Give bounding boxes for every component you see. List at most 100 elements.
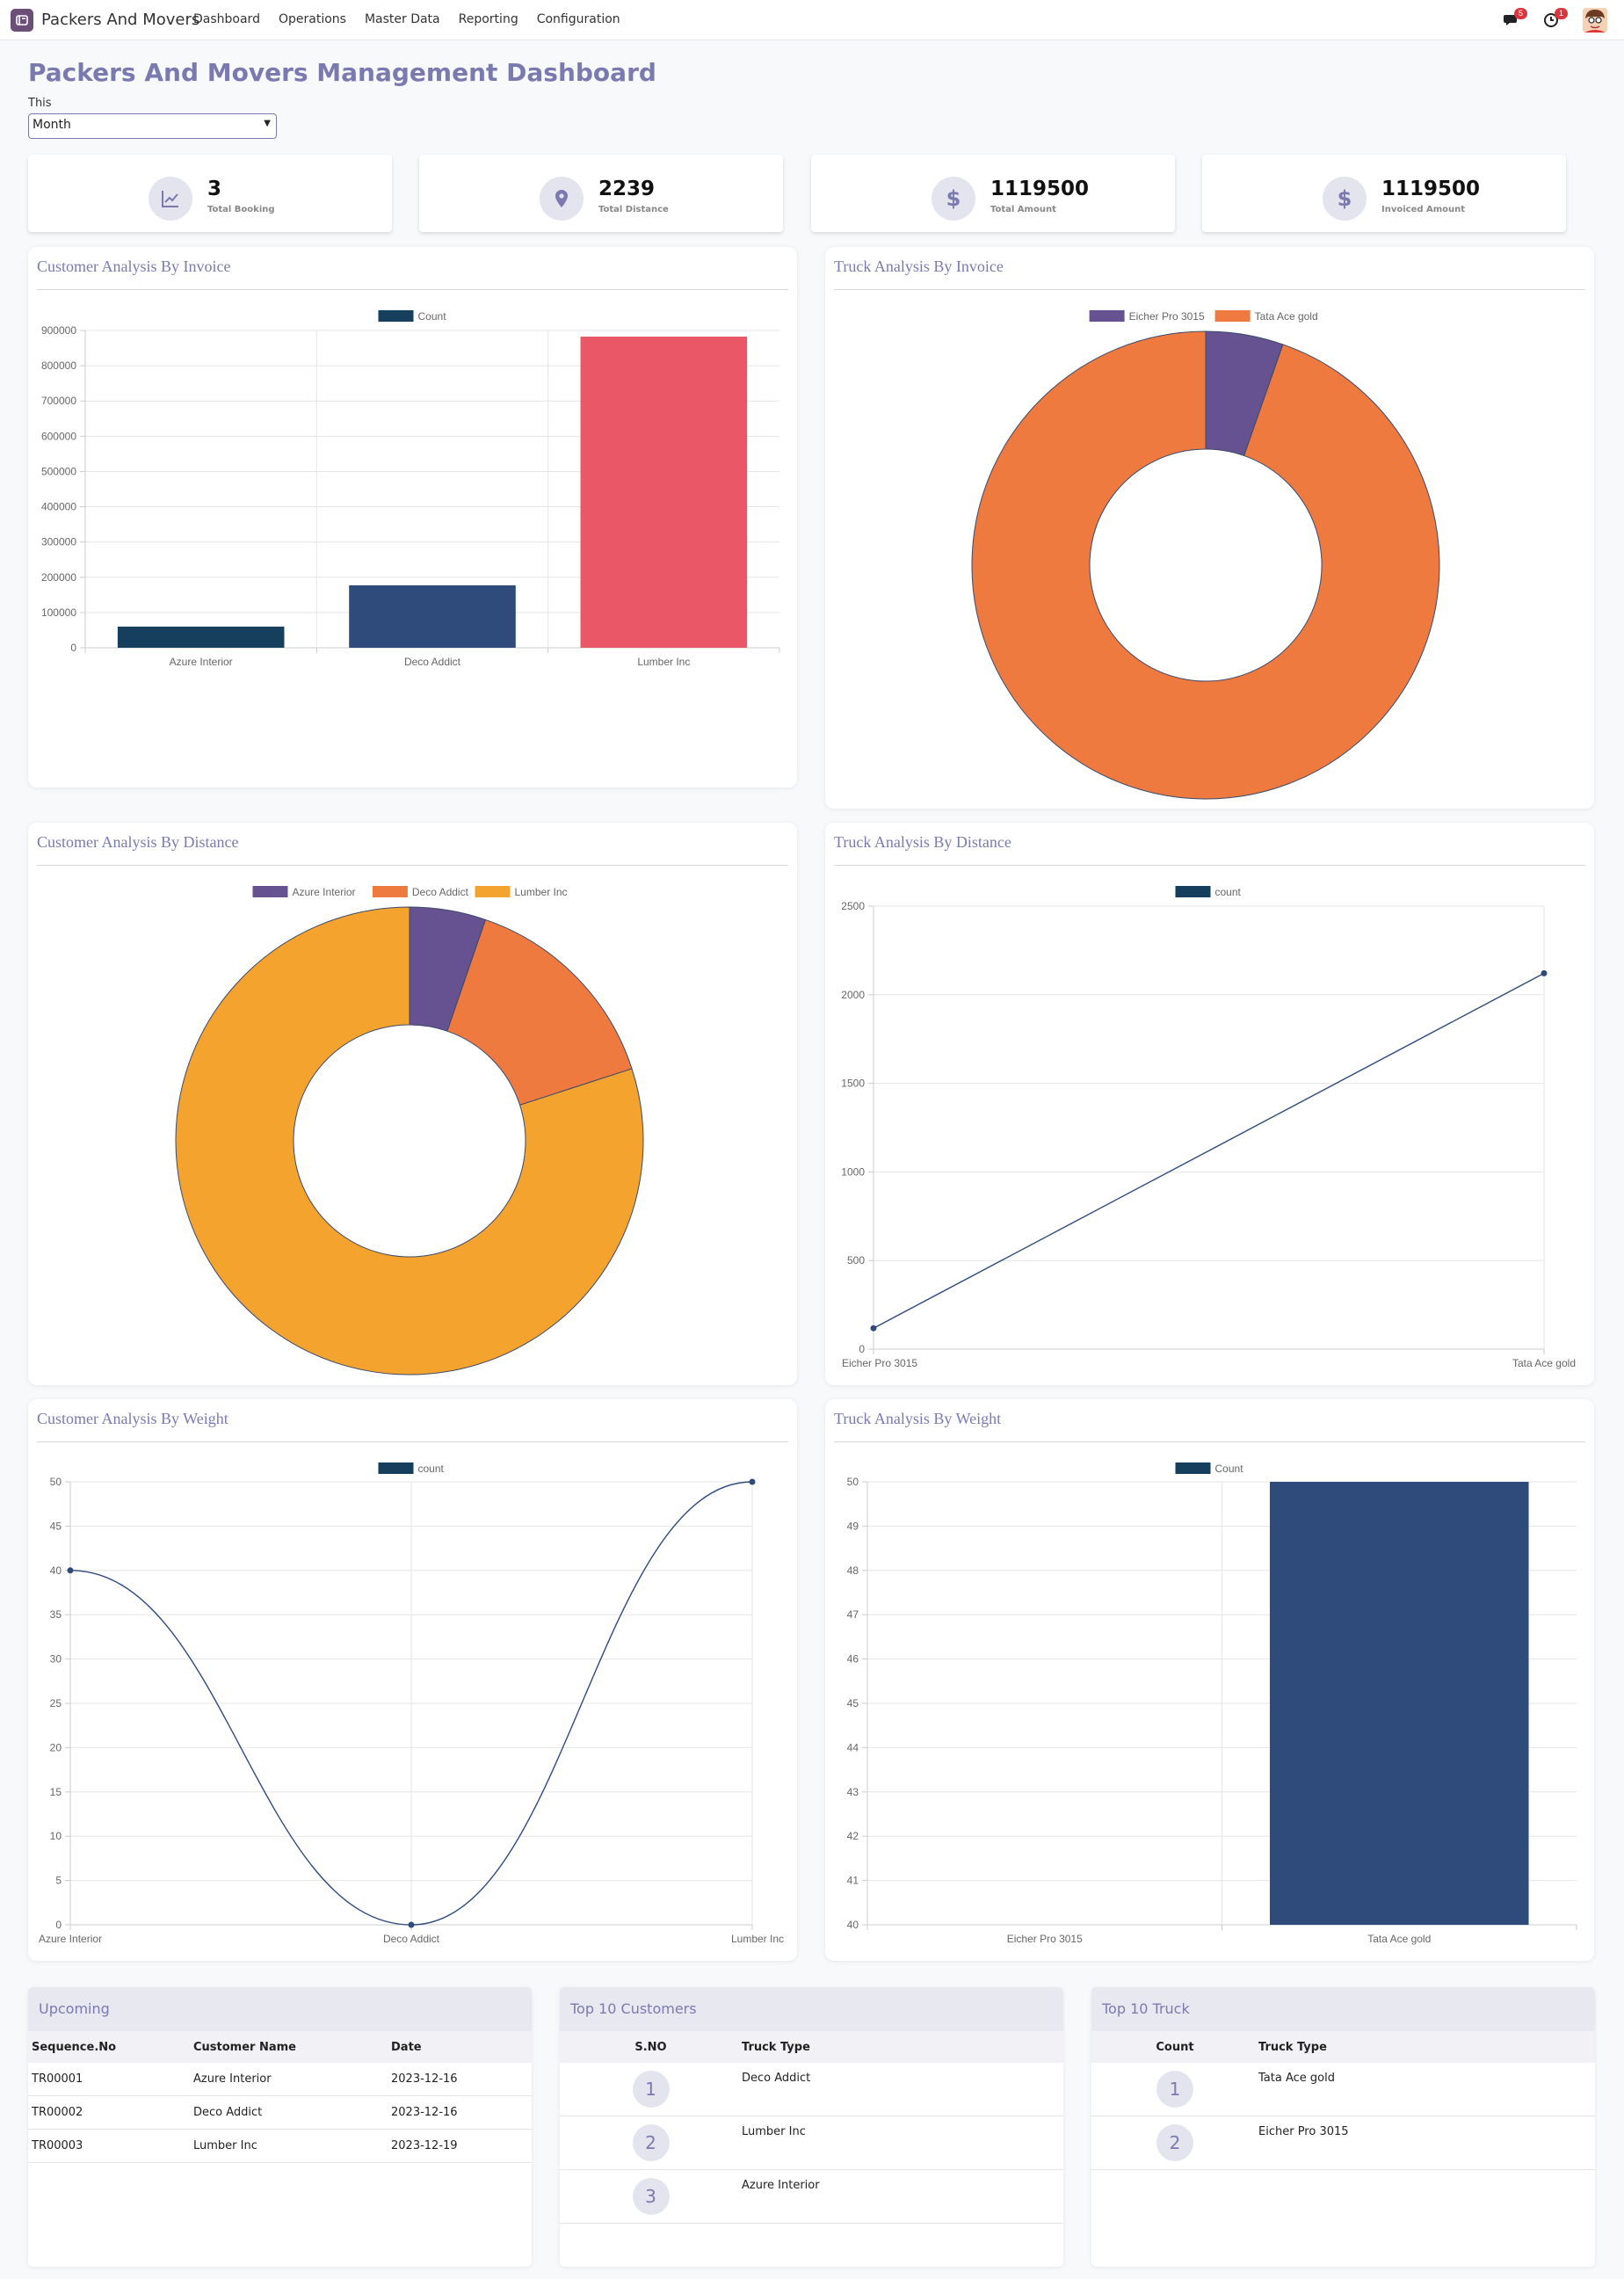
legend-label: Eicher Pro 3015 <box>1129 310 1205 323</box>
kpi-value: 1119500 <box>1381 178 1481 200</box>
customer-weight-line-chart: count 0 5 10 15 20 25 30 35 40 45 50 Azure Interior D… <box>39 1462 784 1945</box>
card-title: Truck Analysis By Weight <box>834 1410 1002 1427</box>
y-tick-label: 46 <box>847 1653 859 1666</box>
customer-invoice-bar-chart: Count 0 100000 200000 300000 400000 500000 6000… <box>41 310 780 668</box>
y-tick-label: 47 <box>847 1608 859 1621</box>
divider <box>37 289 788 290</box>
x-tick-label: Azure Interior <box>39 1933 102 1945</box>
card-truck-weight: Truck Analysis By Weight Count 40 41 42 43 44… <box>825 1399 1594 1961</box>
divider <box>37 865 788 866</box>
rank-badge: 2 <box>632 2124 670 2161</box>
table-row[interactable]: TR00003 Lumber Inc 2023-12-19 <box>28 2130 532 2163</box>
y-tick-label: 50 <box>847 1476 859 1488</box>
kpi-total-distance[interactable]: 2239 Total Distance <box>419 155 783 232</box>
table-cell: Azure Interior <box>742 2179 820 2192</box>
y-tick-label: 50 <box>50 1476 62 1488</box>
card-truck-invoice: Truck Analysis By Invoice Eicher Pro 301… <box>825 247 1594 809</box>
y-tick-label: 40 <box>50 1564 62 1577</box>
y-tick-label: 0 <box>70 642 76 654</box>
app-logo-icon[interactable] <box>11 9 33 32</box>
card-customer-distance: Customer Analysis By Distance Azure Inte… <box>28 823 797 1385</box>
donut-slice <box>446 918 633 1106</box>
divider <box>834 289 1585 290</box>
truck-weight-bar-chart: Count 40 41 42 43 44 45 46 47 48 49 50 Eicher Pro 30… <box>847 1462 1577 1945</box>
data-point <box>408 1921 415 1928</box>
table-header: Count Truck Type <box>1091 2031 1595 2063</box>
activity-clock-icon[interactable]: 1 <box>1543 8 1568 30</box>
legend-swatch <box>1214 310 1251 322</box>
table-row[interactable]: 1 Tata Ace gold <box>1091 2063 1595 2116</box>
kpi-total-amount[interactable]: $ 1119500 Total Amount <box>811 155 1175 232</box>
card-title: Customer Analysis By Distance <box>37 833 239 851</box>
chart-line-icon <box>149 177 192 221</box>
y-tick-label: 35 <box>50 1608 62 1621</box>
user-avatar[interactable] <box>1583 8 1607 33</box>
card-title: Top 10 Truck <box>1091 1987 1595 2031</box>
table-row[interactable]: 2 Eicher Pro 3015 <box>1091 2116 1595 2170</box>
table-cell: Tata Ace gold <box>1258 2072 1335 2085</box>
y-tick-label: 45 <box>847 1697 859 1709</box>
y-tick-label: 400000 <box>41 501 76 513</box>
bar <box>117 626 285 648</box>
legend-swatch <box>1175 1462 1211 1474</box>
rank-badge: 1 <box>632 2071 670 2108</box>
divider <box>37 1441 788 1442</box>
kpi-invoiced-amount[interactable]: $ 1119500 Invoiced Amount <box>1202 155 1566 232</box>
table-row[interactable]: 1 Deco Addict <box>560 2063 1063 2116</box>
table-row[interactable]: 2 Lumber Inc <box>560 2116 1063 2170</box>
y-tick-label: 42 <box>847 1830 859 1842</box>
table-cell: TR00002 <box>32 2106 83 2119</box>
table-cell: 2023-12-19 <box>391 2139 458 2152</box>
y-tick-label: 15 <box>50 1786 62 1798</box>
y-tick-label: 25 <box>50 1697 62 1709</box>
legend-swatch <box>1089 310 1125 322</box>
menu-operations[interactable]: Operations <box>278 12 346 26</box>
menu-master-data[interactable]: Master Data <box>364 12 440 26</box>
card-truck-distance: Truck Analysis By Distance count 0 500 1000… <box>825 823 1594 1385</box>
legend-label: count <box>418 1462 445 1475</box>
kpi-total-booking[interactable]: 3 Total Booking <box>28 155 392 232</box>
main-menu: Dashboard Operations Master Data Reporti… <box>193 12 639 26</box>
table-header: S.NO Truck Type <box>560 2031 1063 2063</box>
bar <box>349 585 516 648</box>
table-cell: Deco Addict <box>742 2072 811 2085</box>
top-navbar: Packers And Movers Dashboard Operations … <box>0 0 1624 40</box>
chat-badge: 5 <box>1514 8 1527 19</box>
menu-reporting[interactable]: Reporting <box>458 12 518 26</box>
table-cell: TR00003 <box>32 2139 83 2152</box>
bar <box>1269 1482 1529 1925</box>
kpi-value: 3 <box>207 178 222 200</box>
y-tick-label: 43 <box>847 1786 859 1798</box>
table-row[interactable]: 3 Azure Interior <box>560 2170 1063 2224</box>
customer-distance-donut-chart: Azure Interior Deco Addict Lumber Inc <box>175 886 644 1375</box>
chat-icon[interactable]: 5 <box>1503 8 1527 30</box>
series-line <box>873 972 1545 1329</box>
table-row[interactable]: TR00002 Deco Addict 2023-12-16 <box>28 2096 532 2130</box>
card-title: Customer Analysis By Weight <box>37 1410 228 1427</box>
y-tick-label: 500 <box>847 1254 865 1267</box>
period-filter-select[interactable]: Month ▼ <box>28 113 277 139</box>
y-tick-label: 0 <box>55 1919 62 1931</box>
top-trucks-table-card: Top 10 Truck Count Truck Type 1 Tata Ace… <box>1091 1987 1595 2267</box>
rank-badge: 1 <box>1156 2071 1193 2108</box>
y-tick-label: 2000 <box>841 989 865 1001</box>
y-tick-label: 5 <box>55 1875 62 1887</box>
chevron-down-icon: ▼ <box>264 119 271 128</box>
app-name[interactable]: Packers And Movers <box>41 11 200 29</box>
top-customers-table-card: Top 10 Customers S.NO Truck Type 1 Deco … <box>560 1987 1063 2267</box>
legend-label: Count <box>418 310 447 323</box>
y-tick-label: 40 <box>847 1919 859 1931</box>
y-tick-label: 500000 <box>41 465 76 477</box>
card-title: Customer Analysis By Invoice <box>37 258 231 275</box>
y-tick-label: 41 <box>847 1875 859 1887</box>
legend-label: Lumber Inc <box>515 886 568 898</box>
kpi-label: Total Amount <box>990 205 1056 214</box>
data-point <box>1541 969 1548 976</box>
menu-configuration[interactable]: Configuration <box>536 12 620 26</box>
legend-label: count <box>1215 886 1242 898</box>
menu-dashboard[interactable]: Dashboard <box>193 12 260 26</box>
legend-swatch <box>378 310 414 322</box>
kpi-value: 1119500 <box>990 178 1090 200</box>
legend-swatch <box>378 1462 414 1474</box>
table-row[interactable]: TR00001 Azure Interior 2023-12-16 <box>28 2063 532 2096</box>
